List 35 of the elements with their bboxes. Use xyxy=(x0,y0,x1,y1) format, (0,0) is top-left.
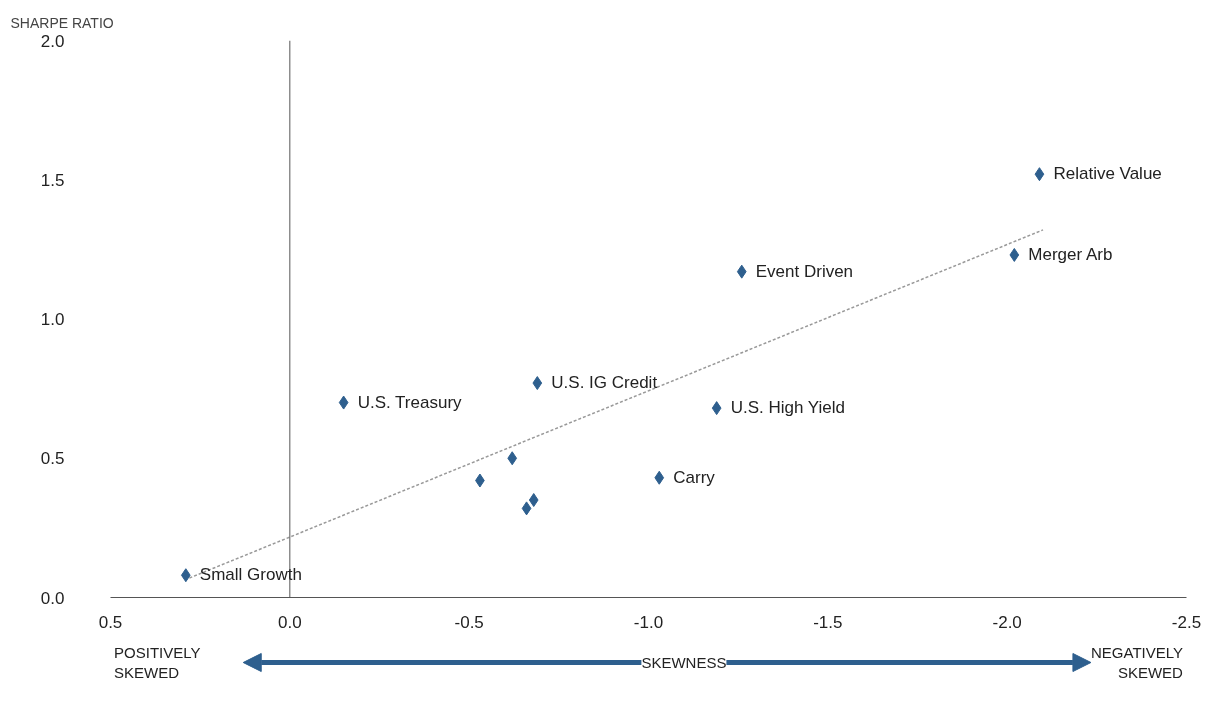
point xyxy=(507,451,518,466)
x-tick-label: -1.0 xyxy=(633,612,664,632)
annotation: U.S. Treasury xyxy=(357,392,463,412)
x-tick-label: -2.0 xyxy=(992,612,1022,632)
point xyxy=(532,376,543,391)
point xyxy=(338,395,349,410)
x-tick-label: -1.5 xyxy=(813,612,843,632)
annotation: Merger Arb xyxy=(1028,244,1113,264)
point xyxy=(1034,167,1045,182)
y-tick-label: 1.0 xyxy=(40,310,65,329)
annotation: Relative Value xyxy=(1053,164,1162,184)
x-axis-title: SKEWNESS xyxy=(641,654,727,671)
point xyxy=(736,264,747,279)
text: NEGATIVELY SKEWED xyxy=(1090,643,1184,682)
annotation: Event Driven xyxy=(755,261,854,281)
x-tick-label: 0.5 xyxy=(98,612,123,632)
y-tick-label: 0.0 xyxy=(40,588,65,608)
text: POSITIVELY SKEWED xyxy=(114,643,201,682)
y-axis-title: SHARPE RATIO xyxy=(10,14,114,31)
point xyxy=(654,470,665,485)
point xyxy=(180,568,191,583)
x-tick-label: -0.5 xyxy=(454,612,484,632)
x-tick-label: 0.0 xyxy=(278,612,302,632)
point xyxy=(711,401,722,416)
point xyxy=(521,501,532,516)
x-tick-label: -2.5 xyxy=(1171,612,1202,632)
point xyxy=(528,493,539,508)
annotation: U.S. High Yield xyxy=(730,398,845,418)
point xyxy=(1009,247,1020,262)
y-tick-label: 1.5 xyxy=(40,170,65,190)
y-tick-label: 0.5 xyxy=(40,449,65,469)
annotation: Carry xyxy=(673,467,716,487)
annotation: Small Growth xyxy=(199,565,302,585)
y-tick-label: 2.0 xyxy=(40,31,65,51)
annotation: U.S. IG Credit xyxy=(551,373,658,393)
